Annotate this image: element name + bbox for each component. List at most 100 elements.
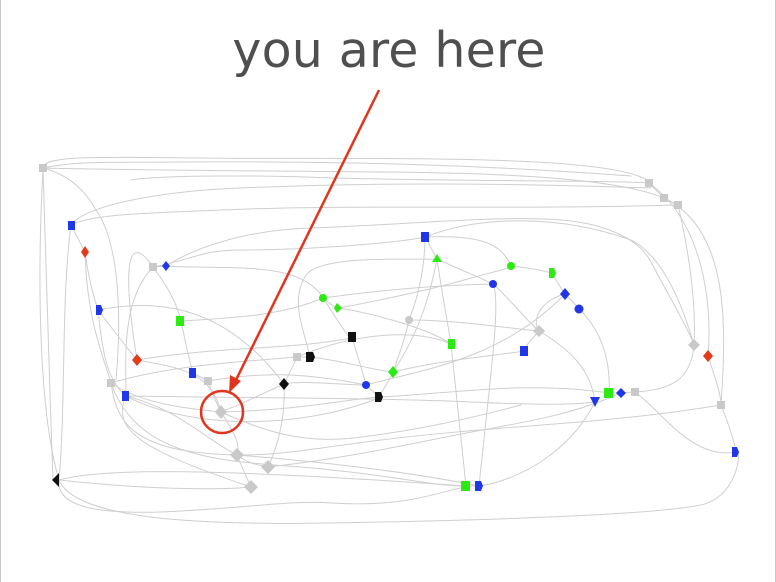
- graph-edge: [322, 283, 494, 299]
- graph-node-blue: [520, 346, 528, 356]
- graph-node-gray: [688, 339, 700, 351]
- graph-edge: [125, 266, 154, 397]
- graph-node-red: [703, 350, 713, 362]
- highlight-circle: [199, 389, 245, 435]
- graph-node-gray: [149, 263, 157, 271]
- graph-edge: [220, 383, 285, 413]
- graph-node-gray: [244, 480, 258, 494]
- graph-node-gray: [660, 194, 668, 202]
- graph-edge: [58, 479, 252, 490]
- graph-node-blue: [421, 232, 429, 242]
- pointer-arrow-head: [229, 375, 241, 393]
- graph-edge: [39, 167, 60, 481]
- graph-node-red: [132, 354, 142, 366]
- graph-edge: [58, 471, 467, 487]
- graph-edge: [478, 283, 497, 487]
- graph-edge: [408, 319, 540, 332]
- graph-node-blue: [475, 481, 483, 491]
- graph-edge: [70, 204, 679, 226]
- graph-node-green: [448, 339, 455, 349]
- graph-edge: [283, 356, 298, 385]
- graph-node-blue: [489, 280, 497, 288]
- graph-edge: [58, 224, 72, 481]
- graph-node-black: [52, 473, 59, 487]
- graph-edge: [165, 218, 695, 346]
- graph-edge: [309, 356, 394, 373]
- graph-edge: [450, 343, 467, 487]
- graph-node-gray: [717, 401, 725, 409]
- graph-edge: [478, 401, 596, 487]
- graph-edge: [707, 355, 722, 406]
- graph-node-green: [176, 316, 184, 326]
- graph-edge: [125, 395, 382, 423]
- graph-edge: [152, 236, 426, 268]
- graph-edge: [538, 330, 596, 403]
- slide-title: you are here: [232, 22, 546, 79]
- graph-node-black: [279, 378, 289, 390]
- graph-edge: [296, 334, 452, 358]
- graph-node-gray: [533, 325, 545, 337]
- graph-edge: [492, 283, 540, 332]
- graph-edge: [236, 454, 480, 487]
- graph-node-blue: [616, 388, 626, 398]
- graph-edge: [165, 265, 324, 299]
- graph-node-red: [81, 246, 89, 258]
- graph-node-gray: [645, 179, 653, 187]
- graph-node-green: [549, 268, 556, 278]
- graph-edge: [392, 258, 438, 373]
- graph-node-blue: [122, 391, 129, 401]
- graph-edge: [267, 383, 285, 468]
- graph-edge: [436, 258, 452, 345]
- graph-edge: [58, 479, 472, 513]
- you-are-here-marker: [199, 89, 381, 435]
- graph-edge: [578, 308, 610, 394]
- graph-node-gray: [674, 201, 682, 209]
- graph-node-green: [334, 303, 342, 313]
- graph-edge: [42, 167, 54, 481]
- graph-node-gray: [405, 316, 413, 324]
- graph-edge: [677, 204, 695, 346]
- graph-node-gray: [293, 353, 301, 361]
- graph-edge: [128, 252, 154, 361]
- graph-node-blue: [732, 447, 739, 457]
- graph-node-gray: [215, 405, 227, 419]
- graph-node-black: [375, 392, 383, 402]
- graph-edge: [283, 381, 367, 386]
- graph-edge: [365, 293, 566, 386]
- pointer-arrow-line: [231, 89, 381, 387]
- graph-edge: [634, 391, 737, 454]
- graph-edge: [634, 344, 695, 393]
- graph-node-gray: [631, 388, 639, 396]
- graph-edge: [720, 404, 737, 453]
- graph-node-blue: [68, 221, 75, 230]
- graph-edge: [267, 392, 622, 468]
- graph-edge: [392, 319, 410, 373]
- graph-edge: [97, 305, 285, 385]
- graph-node-blue: [362, 381, 370, 389]
- graph-edge: [136, 359, 222, 413]
- graph-node-green: [432, 254, 442, 262]
- graph-edge: [110, 382, 222, 413]
- graph-edge: [535, 293, 566, 332]
- graph-edge: [424, 220, 695, 346]
- graph-node-black: [306, 352, 315, 362]
- graph-node-gray: [107, 379, 115, 387]
- graph-edge: [110, 382, 722, 456]
- graph-nodes: [39, 164, 739, 494]
- graph-edge: [378, 387, 610, 398]
- graph-node-green: [461, 481, 470, 491]
- graph-node-blue: [574, 304, 584, 314]
- graph-edge: [392, 350, 525, 373]
- graph-edges: [39, 156, 740, 524]
- graph-edge: [130, 175, 650, 184]
- graph-edge: [338, 265, 512, 309]
- graph-node-gray: [204, 377, 212, 385]
- graph-edge: [297, 258, 438, 358]
- graph-edge: [152, 266, 182, 322]
- graph-node-green: [507, 262, 515, 270]
- graph-edge: [125, 395, 596, 405]
- graph-edge: [70, 183, 652, 226]
- graph-edge: [42, 167, 120, 381]
- graph-edge: [110, 382, 467, 487]
